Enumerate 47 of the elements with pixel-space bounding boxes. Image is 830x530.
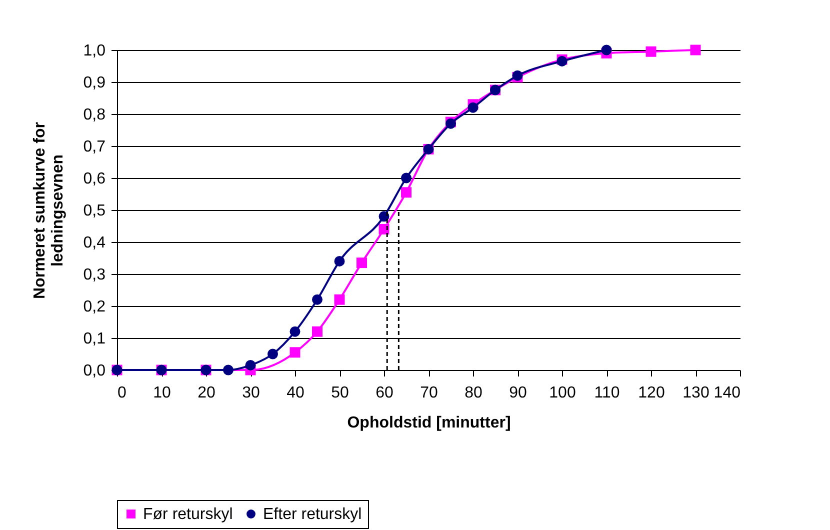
point [401, 187, 412, 198]
x-tick-label: 90 [509, 384, 527, 402]
y-tick-label: 0,1 [83, 330, 106, 348]
y-tick-label: 0,6 [83, 170, 106, 188]
point [690, 44, 701, 56]
x-tick-label: 130 [682, 384, 710, 402]
x-tick-label: 50 [331, 384, 349, 402]
y-tick-label: 0,2 [83, 298, 106, 316]
point [401, 172, 412, 184]
legend-label: Før returskyl [143, 506, 233, 523]
x-tick-label: 0 [118, 384, 126, 402]
x-tick-label: 20 [198, 384, 216, 402]
point [334, 256, 345, 266]
x-tick-label: 80 [464, 384, 482, 402]
x-tick-label: 40 [286, 384, 304, 402]
y-tick-label: 0,4 [83, 234, 106, 252]
point [223, 364, 234, 376]
x-tick-label: 70 [420, 384, 438, 402]
y-axis-title: Normeret sumkurve for ledningsevnen [31, 122, 66, 299]
y-tick-label: 0,7 [83, 138, 106, 156]
y-tick-label: 0,0 [83, 362, 106, 380]
point [312, 326, 322, 337]
point [290, 326, 300, 337]
legend-label: Efter returskyl [263, 506, 362, 523]
point [601, 44, 612, 56]
point [290, 347, 300, 358]
y-tick-label: 0,3 [83, 266, 106, 284]
point [378, 211, 390, 222]
x-tick-label: 60 [376, 384, 394, 402]
point [356, 258, 367, 268]
point [268, 348, 278, 360]
y-tick-label: 1,0 [83, 42, 106, 60]
x-axis-title: Opholdstid [minutter] [347, 414, 511, 432]
point [312, 294, 322, 305]
x-tick-label: 30 [242, 384, 260, 402]
y-tick-label: 0,8 [83, 106, 106, 124]
x-tick-label: 120 [638, 384, 665, 402]
x-tick-label: 110 [594, 384, 620, 402]
point [468, 102, 478, 113]
x-tick-label: 100 [549, 384, 576, 402]
x-tick-label: 140 [714, 384, 741, 402]
y-tick-label: 0,9 [83, 74, 106, 92]
y-tick-label: 0,5 [83, 202, 106, 220]
point [245, 360, 256, 370]
point [334, 294, 345, 305]
point [646, 46, 656, 57]
x-tick-label: 10 [153, 384, 171, 402]
